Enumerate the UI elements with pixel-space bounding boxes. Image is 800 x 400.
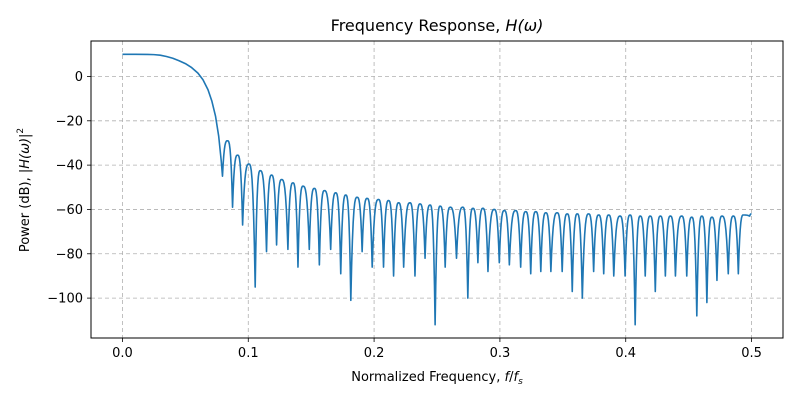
x-axis-label: Normalized Frequency, f/fs — [351, 370, 523, 387]
x-tick-label: 0.1 — [238, 346, 259, 361]
series-layer — [122, 53, 753, 326]
grid — [91, 41, 783, 338]
y-tick-label: 0 — [75, 70, 83, 85]
x-tick-label: 0.0 — [112, 346, 133, 361]
y-tick-label: −60 — [56, 203, 83, 218]
y-tick-label: −40 — [56, 159, 83, 174]
y-tick-label: −80 — [56, 247, 83, 262]
y-tick-label: −100 — [47, 292, 83, 307]
y-tick-label: −20 — [56, 114, 83, 129]
axis-ticks: 0.0 0.1 0.2 0.3 0.4 0.5 0 −20 −40 −60 −80 −100 — [47, 70, 762, 361]
chart-title: Frequency Response, H(ω) — [331, 16, 544, 35]
x-tick-label: 0.5 — [741, 346, 762, 361]
x-tick-label: 0.3 — [490, 346, 511, 361]
series-line — [122, 53, 753, 326]
y-axis-label: Power (dB), |H(ω)|2 — [16, 128, 33, 252]
x-tick-label: 0.4 — [615, 346, 636, 361]
x-tick-label: 0.2 — [364, 346, 385, 361]
plot-frame — [90, 40, 784, 339]
